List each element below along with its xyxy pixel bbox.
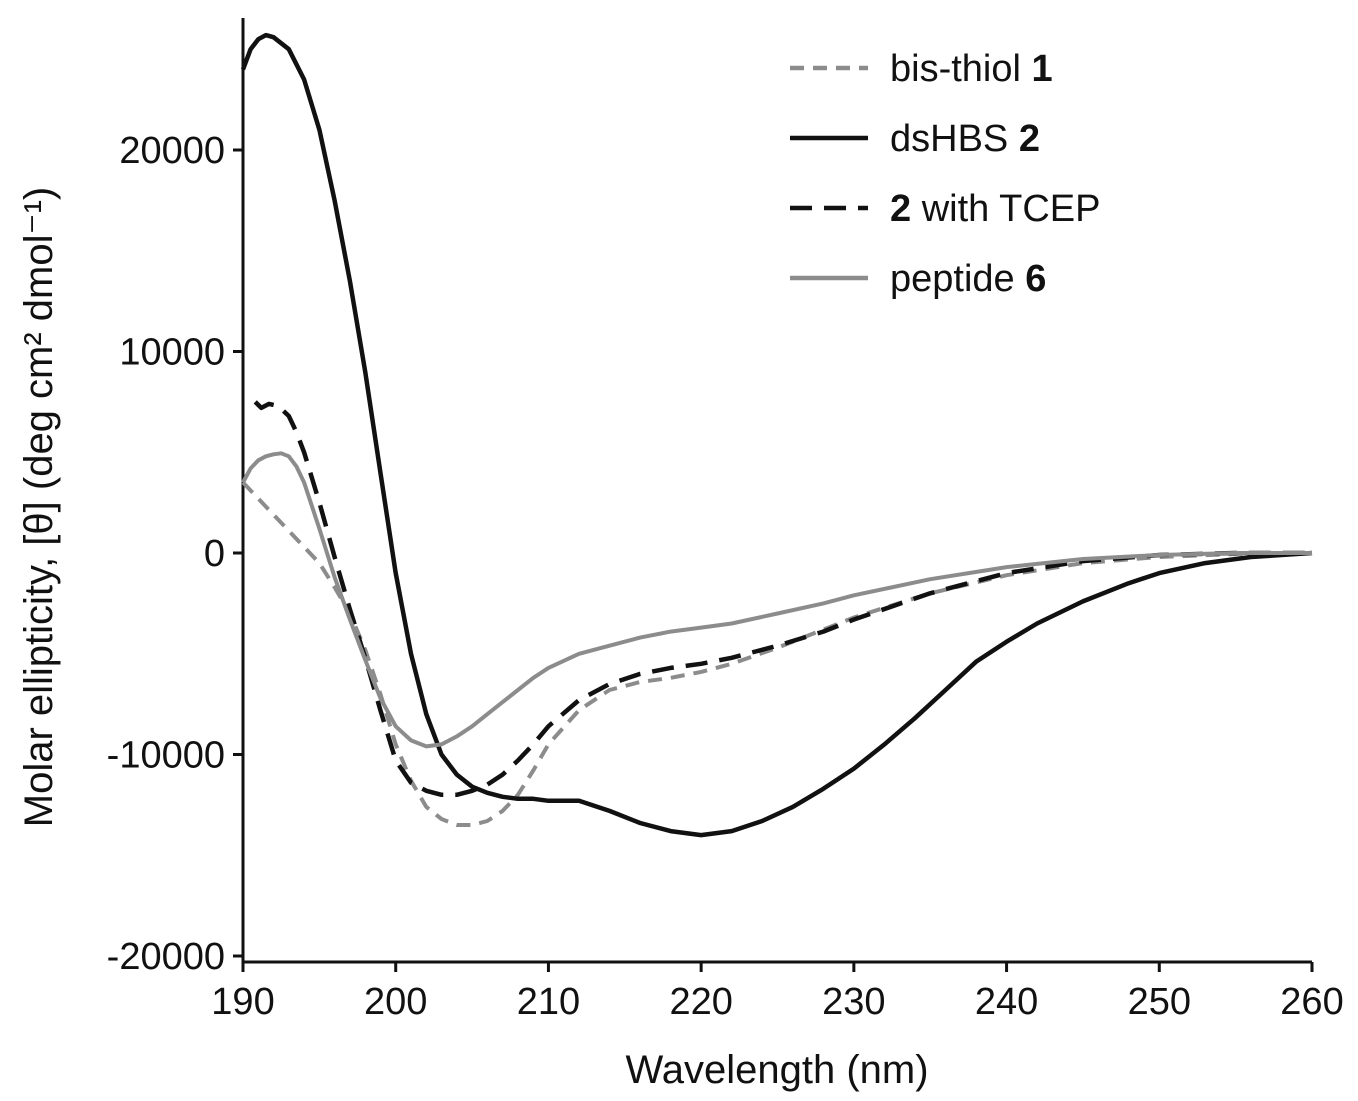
x-tick-label: 200 xyxy=(364,981,427,1023)
legend-label-bold-0: 1 xyxy=(1032,48,1053,90)
legend-label-bold-1: 2 xyxy=(1019,118,1040,160)
y-tick-label: -20000 xyxy=(107,936,225,978)
x-tick-label: 250 xyxy=(1128,981,1191,1023)
series-line-2 xyxy=(253,400,1312,798)
y-tick-label: -10000 xyxy=(107,735,225,777)
legend-label-bold-3: 6 xyxy=(1025,258,1046,300)
axes: 190 200 210 220 230 240 250 260 -20000 -10000 0 100… xyxy=(107,18,1344,1023)
y-axis-title: Molar ellipticity, [θ] (deg cm² dmol⁻¹) xyxy=(17,187,61,828)
legend-label-bold-2: 2 xyxy=(890,188,911,230)
y-tick-label: 10000 xyxy=(119,332,225,374)
legend-label-1: dsHBS 2 xyxy=(890,118,1040,160)
x-tick-label: 220 xyxy=(669,981,732,1023)
legend-label-3: peptide 6 xyxy=(890,258,1046,300)
legend-label-name-2: with TCEP xyxy=(911,188,1100,230)
legend-label-2: 2 with TCEP xyxy=(890,188,1101,230)
series-layer xyxy=(240,32,1313,838)
x-tick-label: 230 xyxy=(822,981,885,1023)
legend-label-name-1: dsHBS xyxy=(890,118,1019,160)
x-tick-label: 190 xyxy=(211,981,274,1023)
y-tick-label: 0 xyxy=(204,533,225,575)
x-tick-label: 240 xyxy=(975,981,1038,1023)
x-tick-label: 210 xyxy=(517,981,580,1023)
x-tick-label: 260 xyxy=(1280,981,1343,1023)
legend-label-name-0: bis-thiol xyxy=(890,48,1032,90)
x-axis-title: Wavelength (nm) xyxy=(625,1048,928,1092)
series-line-3 xyxy=(241,451,1312,749)
legend-label-0: bis-thiol 1 xyxy=(890,48,1053,90)
y-tick-label: 20000 xyxy=(119,130,225,172)
series-line-1 xyxy=(240,32,1313,838)
legend-label-name-3: peptide xyxy=(890,258,1025,300)
